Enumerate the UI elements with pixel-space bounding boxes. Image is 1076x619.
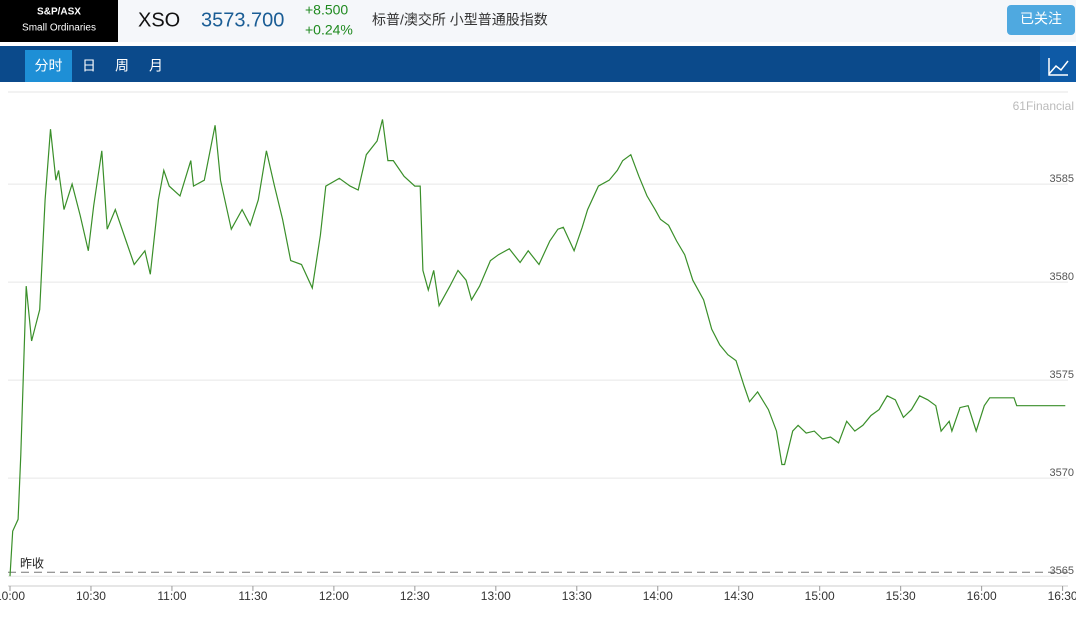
x-tick-label: 10:30 — [76, 589, 106, 603]
x-tick-label: 11:00 — [157, 589, 186, 603]
y-tick-label: 3575 — [1050, 369, 1074, 381]
x-tick-label: 14:00 — [643, 589, 673, 603]
x-tick-label: 12:00 — [319, 589, 349, 603]
x-tick-label: 11:30 — [238, 589, 267, 603]
logo-box — [0, 0, 118, 42]
index-name: 标普/澳交所 小型普通股指数 — [372, 12, 548, 28]
tab-active-bg[interactable] — [25, 50, 72, 82]
tab[interactable]: 周 — [115, 58, 129, 74]
x-tick-label: 15:30 — [886, 589, 916, 603]
change: +8.500 — [305, 2, 348, 18]
x-tick-label: 16:30 — [1048, 589, 1076, 603]
tab[interactable]: 月 — [149, 58, 163, 74]
nav-bar — [0, 46, 1076, 82]
price: 3573.700 — [201, 9, 284, 31]
y-tick-label: 3580 — [1050, 271, 1074, 283]
y-tick-label: 3585 — [1050, 173, 1074, 185]
follow-button[interactable] — [1007, 5, 1075, 35]
x-tick-label: 13:00 — [481, 589, 511, 603]
x-tick-label: 16:00 — [967, 589, 997, 603]
tabs: 分时 日 周 月 — [25, 50, 163, 82]
follow-button-label[interactable]: 已关注 — [1020, 11, 1062, 27]
price-line — [9, 119, 1066, 577]
chart-icon[interactable] — [1048, 58, 1068, 76]
prev-close-label: 昨收 — [20, 556, 44, 570]
watermark: 61Financial — [1013, 99, 1074, 113]
header-bg — [0, 0, 1076, 42]
x-tick-label: 13:30 — [562, 589, 592, 603]
logo-line: Small Ordinaries — [22, 23, 96, 34]
chart-toggle[interactable] — [1040, 46, 1076, 82]
change-pct: +0.24% — [305, 22, 353, 38]
logo-line: S&P/ASX — [37, 7, 81, 18]
tab[interactable]: 分时 — [35, 58, 63, 74]
plot: 3565 3570 3575 3580 3585 10:00 10:30 11:00 11:30… — [0, 91, 1076, 603]
symbol: XSO — [138, 9, 180, 31]
tab[interactable]: 日 — [82, 58, 96, 74]
x-tick-label: 12:30 — [400, 589, 430, 603]
y-tick-label: 3570 — [1050, 467, 1074, 479]
y-tick-label: 3565 — [1050, 565, 1074, 577]
x-tick-label: 15:00 — [805, 589, 835, 603]
x-tick-label: 10:00 — [0, 589, 25, 603]
chart-icon[interactable] — [1048, 60, 1069, 75]
x-tick-label: 14:30 — [724, 589, 754, 603]
